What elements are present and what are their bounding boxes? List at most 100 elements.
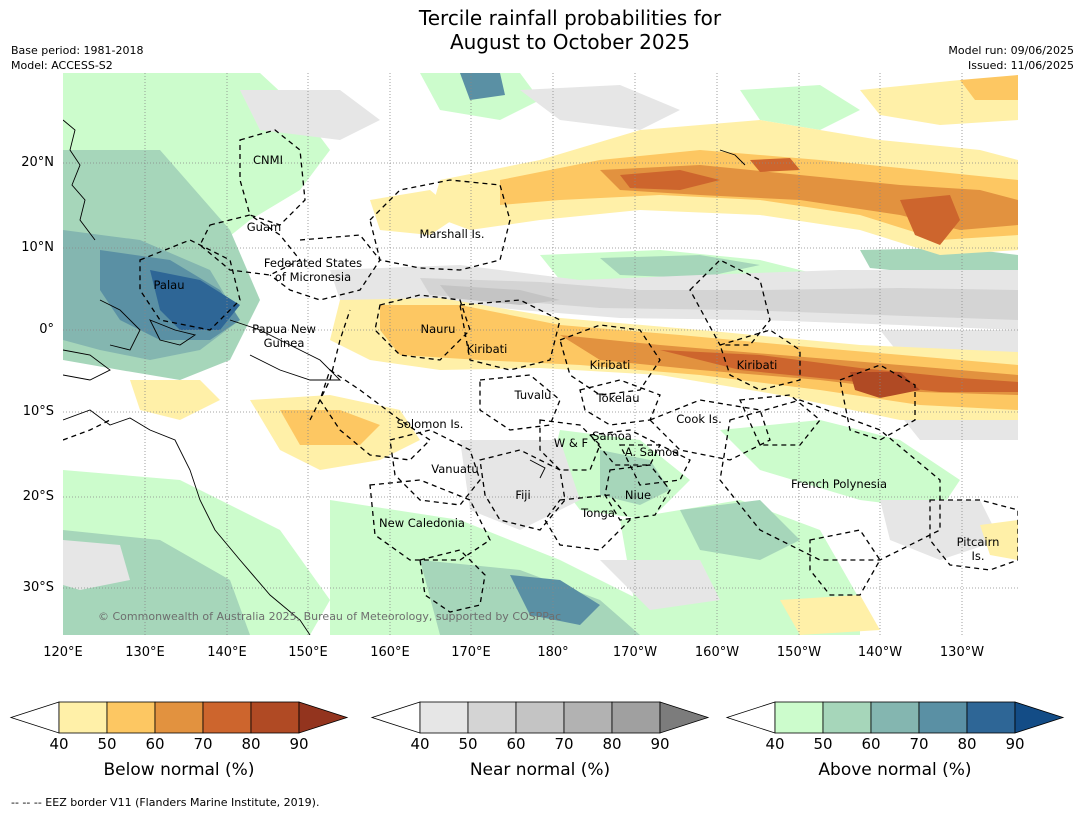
lon-label-120e: 120°E <box>43 645 83 660</box>
colorbar-near-segment <box>563 701 613 734</box>
colorbar-above-segment <box>918 701 968 734</box>
lon-label-180: 180° <box>537 645 569 660</box>
copyright-notice: © Commonwealth of Australia 2025, Bureau… <box>98 610 562 623</box>
cb-near-tick: 50 <box>458 735 478 753</box>
cb-below-tick: 40 <box>49 735 69 753</box>
cb-above-tick: 90 <box>1005 735 1025 753</box>
colorbar-below-segment <box>58 701 108 734</box>
base-period: Base period: 1981-2018 <box>11 44 144 57</box>
cb-above-tick: 80 <box>957 735 977 753</box>
cb-below-tick: 50 <box>97 735 117 753</box>
coastlines <box>63 119 746 635</box>
region-label-samoa: Samoa <box>592 429 632 443</box>
region-label-asamoa: A. Samoa <box>624 445 680 459</box>
region-label-french-polynesia: French Polynesia <box>790 477 888 491</box>
lon-label-170e: 170°E <box>451 645 491 660</box>
issued-date: Issued: 11/06/2025 <box>967 59 1074 72</box>
colorbar-above-title: Above normal (%) <box>818 760 972 780</box>
lon-label-130w: 130°W <box>939 645 985 660</box>
graticule <box>63 73 1018 635</box>
lon-label-150e: 150°E <box>288 645 328 660</box>
colorbar-below-segment <box>250 701 300 734</box>
region-label-palau: Palau <box>153 278 185 292</box>
colorbar-below-high-arrow <box>298 701 349 734</box>
cb-near-tick: 90 <box>650 735 670 753</box>
map-title-line1: Tercile rainfall probabilities for <box>418 6 722 30</box>
colorbar-below-title: Below normal (%) <box>103 760 255 780</box>
region-label-kiribati-east: Kiribati <box>736 358 778 372</box>
cb-above-tick: 70 <box>909 735 929 753</box>
near-normal-shading <box>63 85 1018 610</box>
region-label-fiji: Fiji <box>515 488 531 502</box>
colorbar-above-segment <box>966 701 1016 734</box>
region-label-cnmi: CNMI <box>253 153 283 167</box>
colorbar-above-segment <box>870 701 920 734</box>
below-normal-shading <box>130 75 1018 635</box>
region-label-nauru: Nauru <box>420 322 456 336</box>
lat-label-20s: 20°S <box>22 489 54 504</box>
lat-label-10s: 10°S <box>22 404 54 419</box>
map-field <box>63 73 1018 635</box>
region-label-kiribati-central: Kiribati <box>589 358 631 372</box>
lon-label-150w: 150°W <box>776 645 822 660</box>
lon-label-160e: 160°E <box>370 645 410 660</box>
colorbar-near-segment <box>467 701 517 734</box>
colorbar-above-segment <box>822 701 872 734</box>
lat-label-10n: 10°N <box>21 240 54 255</box>
region-label-vanuatu: Vanuatu <box>431 462 479 476</box>
lon-label-170w: 170°W <box>612 645 658 660</box>
cb-above-tick: 50 <box>813 735 833 753</box>
colorbar-near-segment <box>611 701 661 734</box>
colorbar-below-low-arrow <box>9 701 60 734</box>
lon-label-130e: 130°E <box>125 645 165 660</box>
colorbar-near-title: Near normal (%) <box>469 760 611 780</box>
colorbar-below-segment <box>154 701 204 734</box>
cb-below-tick: 70 <box>193 735 213 753</box>
region-label-marshall: Marshall Is. <box>419 227 485 241</box>
region-label-fsm: Federated States of Micronesia <box>263 256 363 284</box>
colorbar-near-low-arrow <box>370 701 421 734</box>
map-title: Tercile rainfall probabilities for Augus… <box>0 6 1085 54</box>
colorbar-near-high-arrow <box>659 701 710 734</box>
region-label-new-caledonia: New Caledonia <box>379 516 465 530</box>
region-label-kiribati-west: Kiribati <box>466 342 508 356</box>
colorbar-above-high-arrow <box>1014 701 1065 734</box>
lat-label-30s: 30°S <box>22 580 54 595</box>
model-run: Model run: 09/06/2025 <box>948 44 1074 57</box>
cb-near-tick: 60 <box>506 735 526 753</box>
region-label-wf: W & F <box>553 436 589 450</box>
cb-below-tick: 60 <box>145 735 165 753</box>
lon-label-160w: 160°W <box>694 645 740 660</box>
region-label-png: Papua New Guinea <box>252 322 316 350</box>
colorbars <box>9 701 1065 734</box>
colorbar-near-segment <box>515 701 565 734</box>
cb-below-tick: 90 <box>289 735 309 753</box>
colorbar-near-segment <box>419 701 469 734</box>
lat-label-0: 0° <box>39 322 54 337</box>
region-label-pitcairn: Pitcairn Is. <box>956 535 1000 563</box>
meta-right: Model run: 09/06/2025 Issued: 11/06/2025 <box>948 43 1074 73</box>
region-label-tokelau: Tokelau <box>596 391 640 405</box>
map-title-line2: August to October 2025 <box>449 30 691 54</box>
colorbar-above-segment <box>774 701 824 734</box>
eez-borders <box>63 129 1018 613</box>
cb-near-tick: 80 <box>602 735 622 753</box>
cb-above-tick: 40 <box>765 735 785 753</box>
region-label-guam: Guam <box>246 220 282 234</box>
eez-footnote: -- -- -- EEZ border V11 (Flanders Marine… <box>11 796 320 809</box>
region-label-tuvalu: Tuvalu <box>514 388 552 402</box>
colorbar-above-low-arrow <box>725 701 776 734</box>
cb-above-tick: 60 <box>861 735 881 753</box>
lon-label-140w: 140°W <box>857 645 903 660</box>
lat-label-20n: 20°N <box>21 155 54 170</box>
meta-left: Base period: 1981-2018 Model: ACCESS-S2 <box>11 43 143 73</box>
lon-label-140e: 140°E <box>207 645 247 660</box>
model-name: Model: ACCESS-S2 <box>11 59 113 72</box>
cb-near-tick: 70 <box>554 735 574 753</box>
colorbar-below-segment <box>106 701 156 734</box>
region-label-cook: Cook Is. <box>676 412 722 426</box>
region-label-solomon: Solomon Is. <box>396 417 464 431</box>
cb-below-tick: 80 <box>241 735 261 753</box>
cb-near-tick: 40 <box>410 735 430 753</box>
